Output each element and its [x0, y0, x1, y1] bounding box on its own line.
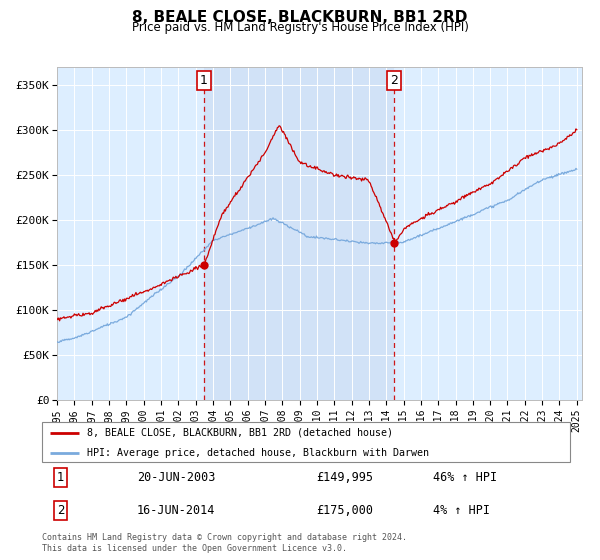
Text: Price paid vs. HM Land Registry's House Price Index (HPI): Price paid vs. HM Land Registry's House … [131, 21, 469, 34]
Text: 1: 1 [57, 471, 64, 484]
Text: 2: 2 [390, 74, 398, 87]
Text: 4% ↑ HPI: 4% ↑ HPI [433, 504, 490, 517]
FancyBboxPatch shape [42, 422, 570, 462]
Text: 16-JUN-2014: 16-JUN-2014 [137, 504, 215, 517]
Text: £175,000: £175,000 [317, 504, 374, 517]
Text: 20-JUN-2003: 20-JUN-2003 [137, 471, 215, 484]
Text: Contains HM Land Registry data © Crown copyright and database right 2024.
This d: Contains HM Land Registry data © Crown c… [42, 533, 407, 553]
Text: £149,995: £149,995 [317, 471, 374, 484]
Text: 46% ↑ HPI: 46% ↑ HPI [433, 471, 497, 484]
Text: 1: 1 [200, 74, 208, 87]
Text: HPI: Average price, detached house, Blackburn with Darwen: HPI: Average price, detached house, Blac… [87, 448, 429, 458]
Bar [204, 67, 394, 400]
Text: 8, BEALE CLOSE, BLACKBURN, BB1 2RD (detached house): 8, BEALE CLOSE, BLACKBURN, BB1 2RD (deta… [87, 428, 393, 438]
Text: 2: 2 [57, 504, 64, 517]
Text: 8, BEALE CLOSE, BLACKBURN, BB1 2RD: 8, BEALE CLOSE, BLACKBURN, BB1 2RD [133, 10, 467, 25]
